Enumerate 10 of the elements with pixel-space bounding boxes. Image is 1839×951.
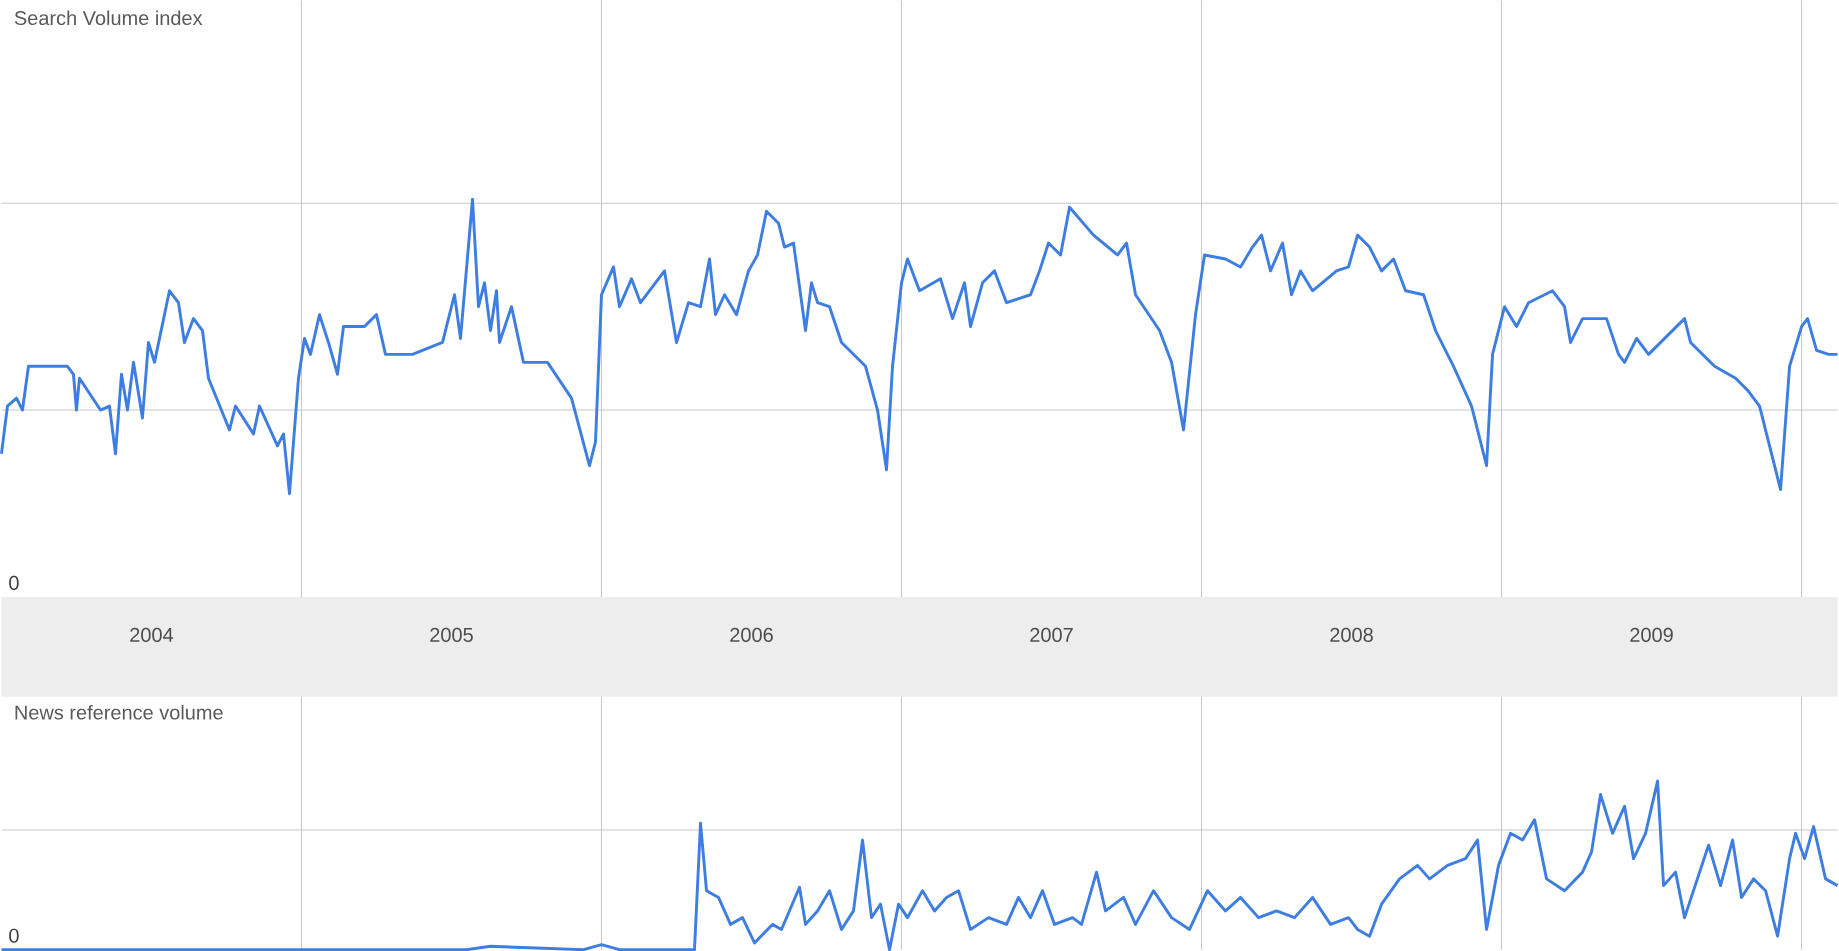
annotation: 0 (9, 928, 19, 943)
chart-title: News reference volume (15, 704, 223, 720)
x-tick-label: 2005 (430, 627, 473, 642)
x-tick-label: 2007 (1030, 627, 1073, 642)
x-tick-label: 2009 (1630, 627, 1673, 642)
annotation: 0 (9, 575, 19, 590)
x-tick-label: 2004 (130, 627, 174, 642)
x-tick-label: 2006 (730, 627, 773, 642)
x-tick-label: 2008 (1330, 627, 1373, 642)
chart-title: Search Volume index (14, 10, 203, 26)
